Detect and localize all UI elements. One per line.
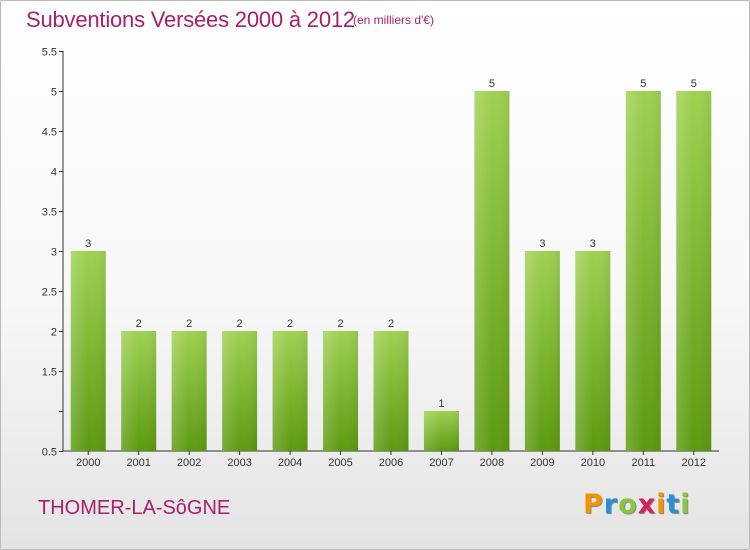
logo-letter: i (680, 489, 691, 520)
bar-shade (121, 331, 157, 451)
x-tick-label: 2005 (328, 457, 352, 469)
x-tick-label: 2012 (682, 457, 706, 469)
x-tick-label: 2011 (631, 457, 655, 469)
data-label: 2 (388, 318, 394, 330)
x-tick-label: 2004 (278, 457, 302, 469)
logo-letter: t (666, 489, 681, 520)
data-label: 2 (186, 318, 192, 330)
data-label: 3 (85, 238, 91, 250)
y-tick-label: 5.5 (42, 47, 57, 59)
bar-shade (272, 331, 308, 451)
bar-shade (222, 331, 258, 451)
bar-shade (373, 331, 409, 451)
data-label: 5 (489, 78, 495, 90)
x-tick-label: 2000 (76, 457, 100, 469)
y-tick-label: 3.5 (42, 207, 57, 219)
bar-shade (676, 91, 712, 451)
data-label: 2 (136, 318, 142, 330)
x-tick-label: 2002 (177, 457, 201, 469)
bar-shade (323, 331, 359, 451)
data-label: 2 (287, 318, 293, 330)
logo-letter: P (583, 489, 604, 520)
y-tick-label: 4.5 (42, 127, 57, 139)
data-label: 3 (590, 238, 596, 250)
bar-shade (474, 91, 510, 451)
data-label: 2 (337, 318, 343, 330)
data-label: 3 (539, 238, 545, 250)
y-tick-label: 5 (51, 87, 57, 99)
bar-shade (171, 331, 207, 451)
y-tick-label: 4 (51, 167, 57, 179)
bar-shade (70, 251, 106, 451)
chart-title: Subventions Versées 2000 à 2012 (26, 7, 355, 32)
bar-shade (423, 411, 459, 451)
bar-shade (625, 91, 661, 451)
data-label: 1 (438, 398, 444, 410)
logo-letter: r (603, 489, 619, 520)
x-tick-label: 2009 (530, 457, 554, 469)
chart-subtitle: (en milliers d'€) (353, 13, 434, 27)
x-tick-label: 2001 (126, 457, 150, 469)
data-label: 5 (640, 78, 646, 90)
data-label: 5 (691, 78, 697, 90)
x-tick-label: 2006 (379, 457, 403, 469)
y-tick-label: 1.5 (42, 367, 57, 379)
x-tick-label: 2007 (429, 457, 453, 469)
x-tick-label: 2008 (480, 457, 504, 469)
y-tick-label: 2.5 (42, 287, 57, 299)
y-tick-label: 2 (51, 327, 57, 339)
logo-letter: i (656, 489, 667, 520)
y-tick-label: 0.5 (42, 447, 57, 459)
bar-shade (575, 251, 611, 451)
y-tick-label: 3 (51, 247, 57, 259)
logo-letter: o (618, 489, 638, 520)
commune-name: THOMER-LA-SôGNE (38, 497, 231, 519)
data-label: 2 (237, 318, 243, 330)
x-tick-label: 2010 (581, 457, 605, 469)
x-tick-label: 2003 (227, 457, 251, 469)
bar-shade (524, 251, 560, 451)
logo-letter: x (637, 489, 657, 520)
proxiti-logo: Proxiti (583, 489, 691, 520)
